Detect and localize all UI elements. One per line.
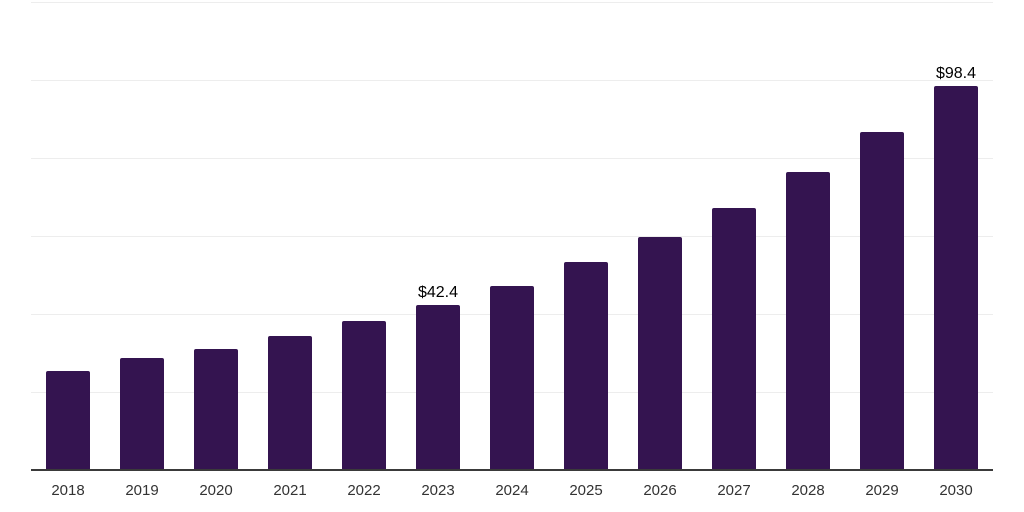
bar-2021 [268, 335, 312, 470]
bar-2022 [342, 320, 386, 470]
x-axis-labels: 2018 2019 2020 2021 2022 2023 2024 2025 2026 2027… [31, 470, 993, 512]
gridline-100 [31, 80, 993, 81]
x-tick-2020: 2020 [199, 482, 233, 499]
bar-2019 [120, 358, 164, 470]
bar-2024 [490, 285, 534, 470]
bar-2023 [416, 304, 460, 470]
bar-2018 [46, 370, 90, 470]
x-tick-2021: 2021 [273, 482, 307, 499]
x-tick-2024: 2024 [495, 482, 529, 499]
plot-area: $42.4 $98.4 [31, 0, 993, 470]
x-tick-2028: 2028 [791, 482, 825, 499]
x-tick-2027: 2027 [717, 482, 751, 499]
gridline-60 [31, 236, 993, 237]
gridline-80 [31, 158, 993, 159]
bar-2025 [564, 262, 608, 470]
x-axis-line [31, 469, 993, 471]
value-label-2030: $98.4 [935, 65, 977, 83]
bar-2027 [712, 207, 756, 470]
x-tick-2022: 2022 [347, 482, 381, 499]
bar-2020 [194, 349, 238, 470]
x-tick-2025: 2025 [569, 482, 603, 499]
x-tick-2018: 2018 [51, 482, 85, 499]
gridline-120 [31, 2, 993, 3]
x-tick-2030: 2030 [939, 482, 973, 499]
x-tick-2029: 2029 [865, 482, 899, 499]
bar-2030 [934, 86, 978, 470]
x-tick-2026: 2026 [643, 482, 677, 499]
bar-2029 [860, 132, 904, 470]
x-tick-2023: 2023 [421, 482, 455, 499]
bar-2026 [638, 237, 682, 470]
value-label-2023: $42.4 [417, 283, 459, 301]
bar-2028 [786, 172, 830, 470]
x-tick-2019: 2019 [125, 482, 159, 499]
